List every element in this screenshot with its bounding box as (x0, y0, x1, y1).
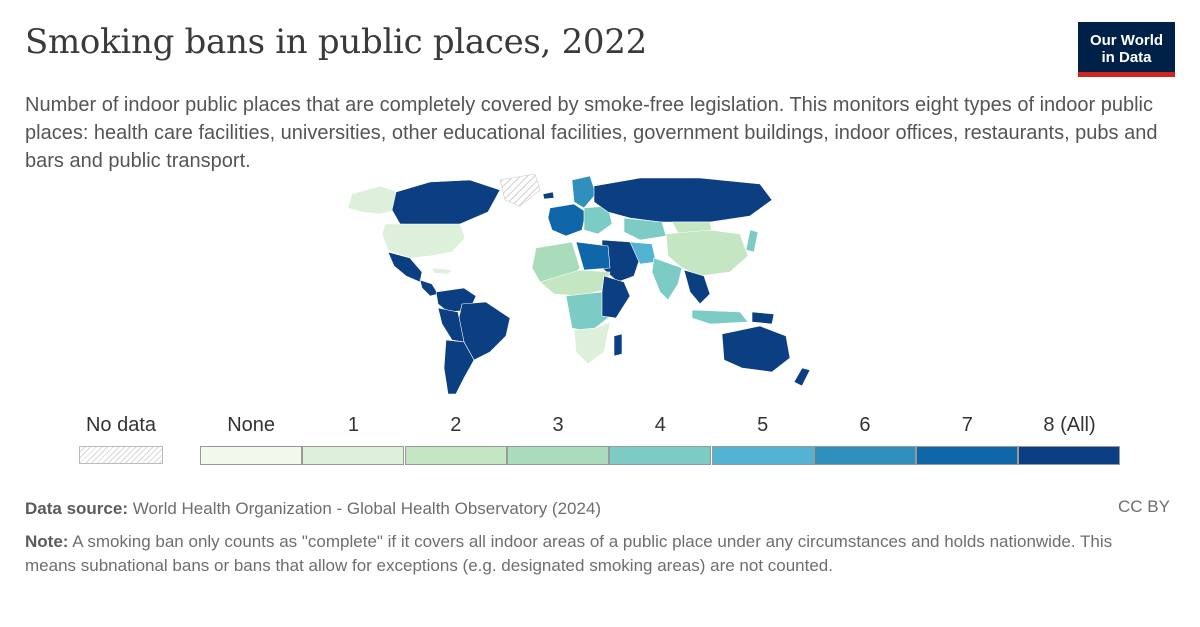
map-region-australia[interactable] (721, 325, 791, 373)
map-region-papua-new-guinea[interactable] (751, 311, 775, 325)
note-text: A smoking ban only counts as "complete" … (25, 532, 1113, 575)
map-region-cuba[interactable] (431, 267, 453, 275)
legend-bin-swatch[interactable] (404, 446, 507, 465)
legend-bin-label: None (227, 414, 276, 436)
map-region-scandinavia[interactable] (571, 175, 597, 209)
legend-bin-label: 7 (961, 414, 973, 436)
legend-bin-label: 8 (All) (1043, 414, 1096, 436)
legend-bin-swatch[interactable] (916, 446, 1019, 465)
map-region-southern-africa[interactable] (573, 321, 611, 365)
map-region-greenland[interactable] (499, 173, 541, 207)
chart-subtitle: Number of indoor public places that are … (25, 94, 1158, 172)
legend-bin-swatch[interactable] (1018, 446, 1121, 465)
legend-nodata-swatch[interactable] (79, 446, 163, 464)
data-source-label: Data source: (25, 499, 128, 518)
legend-bin-label: 6 (859, 414, 871, 436)
legend-bin-swatch[interactable] (200, 446, 302, 465)
map-region-alaska[interactable] (347, 185, 399, 215)
legend-bin-label: 5 (757, 414, 769, 436)
map-region-east-africa[interactable] (601, 275, 631, 319)
map-region-western-europe[interactable] (547, 203, 587, 237)
map-region-india[interactable] (651, 257, 683, 301)
logo-line-2: in Data (1101, 49, 1152, 66)
map-region-mexico[interactable] (387, 251, 423, 283)
legend-bin-label: 4 (654, 414, 666, 436)
map-region-china[interactable] (665, 229, 749, 277)
owid-logo[interactable]: Our World in Data (1078, 22, 1175, 77)
data-source: Data source: World Health Organization -… (25, 497, 601, 521)
legend-bin-swatch[interactable] (506, 446, 609, 465)
map-region-japan[interactable] (745, 229, 759, 253)
legend-bin-label: 2 (450, 414, 462, 436)
map-region-russia[interactable] (593, 177, 773, 223)
legend-bin-swatch[interactable] (609, 446, 712, 465)
note-label: Note: (25, 532, 69, 551)
world-map[interactable] (340, 172, 840, 402)
legend-bin-swatch[interactable] (302, 446, 405, 465)
map-region-argentina-chile[interactable] (443, 339, 475, 395)
map-region-new-zealand[interactable] (793, 367, 811, 387)
legend-bin-label: 3 (552, 414, 564, 436)
logo-line-1: Our World (1089, 32, 1164, 49)
map-region-united-states[interactable] (381, 223, 466, 259)
data-source-text[interactable]: World Health Organization - Global Healt… (132, 499, 602, 518)
map-region-egypt-libya[interactable] (575, 241, 611, 271)
license-label[interactable]: CC BY (1118, 497, 1170, 516)
chart-note: Note: A smoking ban only counts as "comp… (25, 530, 1145, 578)
chart-title: Smoking bans in public places, 2022 (25, 22, 647, 62)
legend-bin-label: 1 (347, 414, 359, 436)
legend-bin-swatch[interactable] (813, 446, 916, 465)
map-region-canada[interactable] (391, 179, 501, 227)
map-region-central-america[interactable] (419, 279, 439, 297)
map-region-madagascar[interactable] (613, 333, 623, 357)
map-region-kazakhstan[interactable] (623, 217, 667, 241)
map-region-south-east-asia[interactable] (683, 269, 711, 305)
legend-bin-swatch[interactable] (711, 446, 814, 465)
map-region-indonesia[interactable] (691, 309, 749, 325)
map-region-peru-bolivia[interactable] (437, 307, 465, 343)
map-region-iceland[interactable] (542, 191, 555, 200)
legend-nodata-label: No data (85, 414, 157, 436)
map-region-central-africa[interactable] (565, 291, 609, 333)
